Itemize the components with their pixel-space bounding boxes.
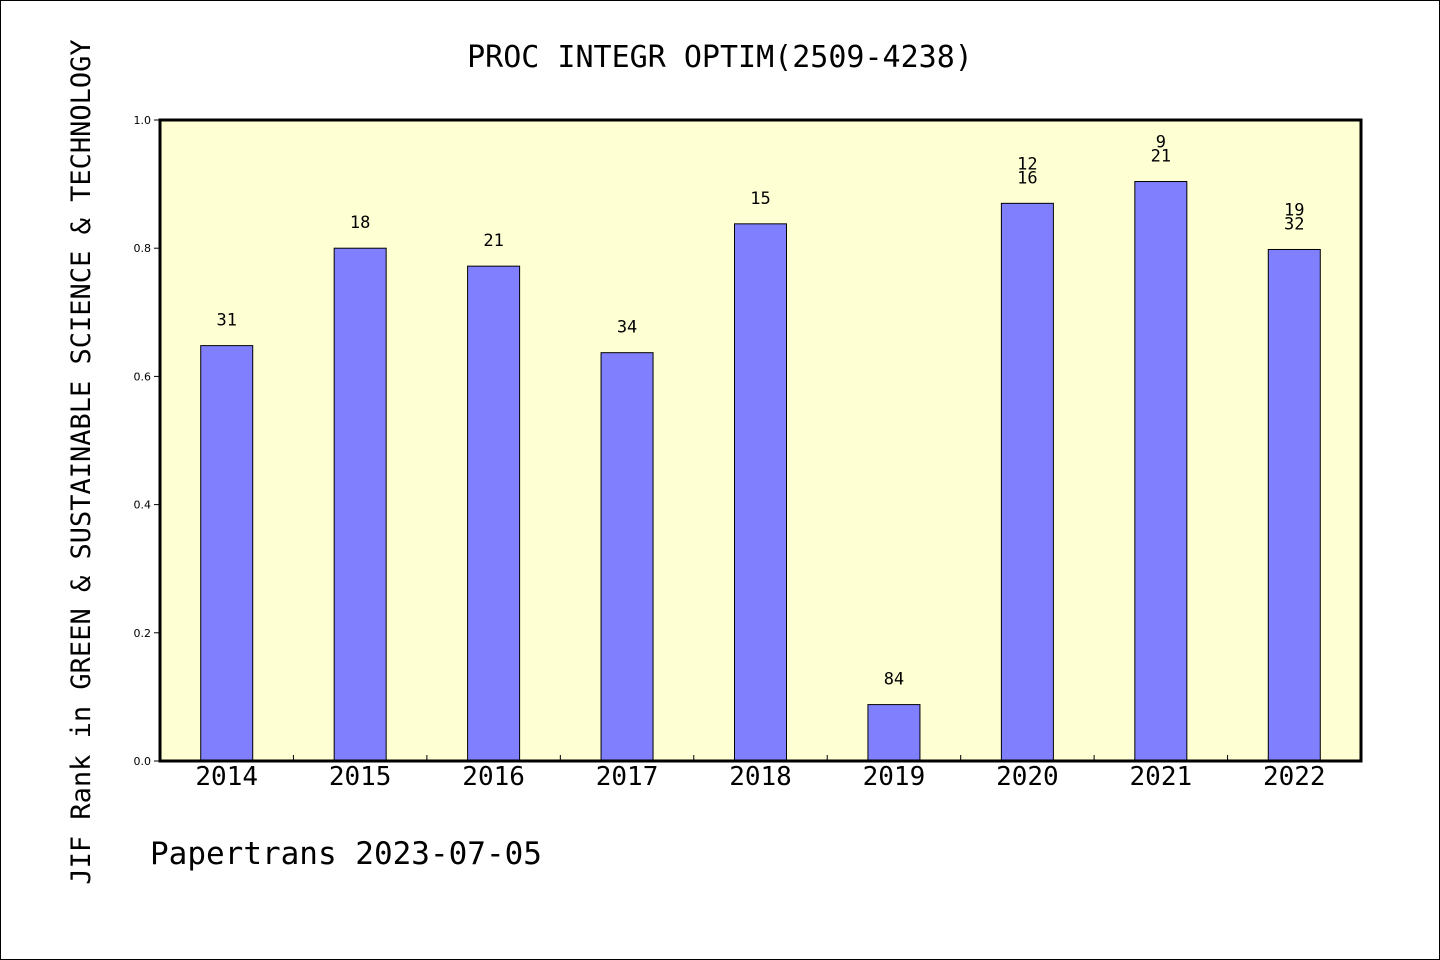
bar-label-2019: 84	[884, 670, 904, 690]
x-tick-label-2022: 2022	[1263, 762, 1326, 792]
bar-2020	[1001, 203, 1053, 761]
x-tick-label-2021: 2021	[1130, 762, 1193, 792]
x-tick-label-2017: 2017	[596, 762, 659, 792]
bar-label-2015: 18	[350, 213, 370, 233]
x-tick-label-2016: 2016	[462, 762, 525, 792]
bar-label-2018: 15	[750, 189, 770, 209]
bar-label-2016: 21	[483, 231, 503, 251]
footer-text: Papertrans 2023-07-05	[150, 836, 542, 872]
bar-label-2017: 34	[617, 318, 637, 338]
y-tick-label-0.6: 0.6	[134, 370, 152, 383]
bar-label-2021-2: 21	[1151, 147, 1171, 167]
y-tick-label-0.4: 0.4	[134, 499, 152, 512]
bar-2017	[601, 353, 653, 761]
y-axis-ticks: 0.0 0.2 0.4 0.6 0.8 1.0	[134, 114, 161, 768]
bar-2014	[201, 346, 253, 761]
x-tick-label-2015: 2015	[329, 762, 392, 792]
y-tick-label-0.2: 0.2	[134, 627, 152, 640]
y-axis-label: JIF Rank in GREEN & SUSTAINABLE SCIENCE …	[66, 39, 97, 884]
bar-2022	[1268, 249, 1320, 761]
bar-2021	[1135, 182, 1187, 761]
x-tick-label-2018: 2018	[729, 762, 792, 792]
bar-2019	[868, 705, 920, 761]
x-tick-label-2014: 2014	[195, 762, 258, 792]
bar-label-2014: 31	[216, 311, 236, 331]
bar-label-2022-2: 32	[1284, 214, 1304, 234]
bar-2018	[735, 224, 787, 761]
bar-2015	[334, 248, 386, 761]
chart-title: PROC INTEGR OPTIM(2509-4238)	[467, 40, 973, 75]
y-tick-label-0.8: 0.8	[134, 242, 152, 255]
bar-label-2020-2: 16	[1017, 168, 1037, 188]
bar-2016	[468, 266, 520, 761]
x-tick-label-2020: 2020	[996, 762, 1059, 792]
bars-group	[201, 182, 1321, 761]
x-tick-label-2019: 2019	[863, 762, 926, 792]
y-tick-label-1.0: 1.0	[134, 114, 152, 127]
y-tick-label-0.0: 0.0	[134, 755, 152, 768]
